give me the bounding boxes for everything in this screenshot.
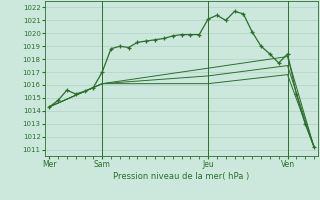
X-axis label: Pression niveau de la mer( hPa ): Pression niveau de la mer( hPa ) <box>114 172 250 181</box>
